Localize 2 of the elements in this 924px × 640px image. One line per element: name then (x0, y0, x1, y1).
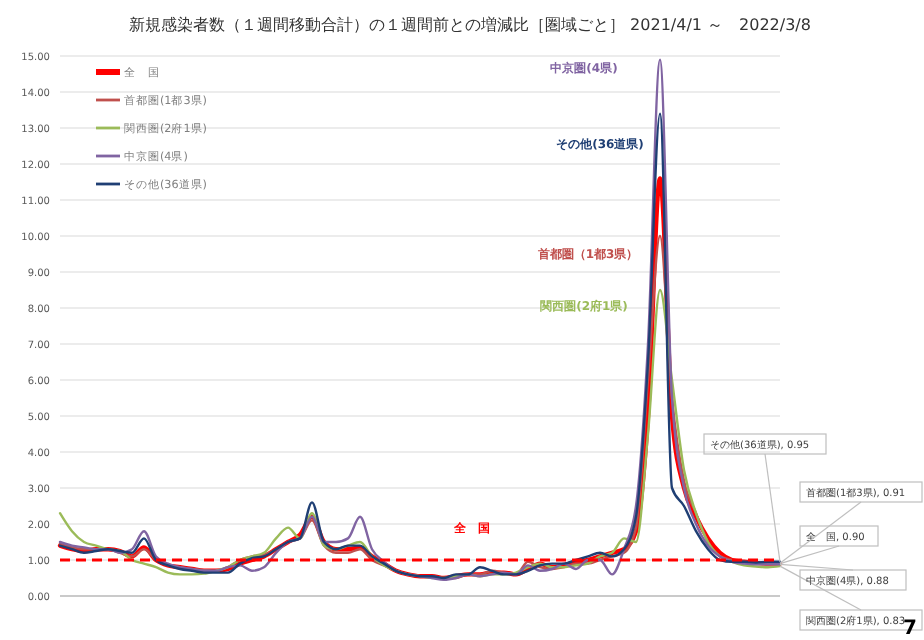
chart-title: 新規感染者数（１週間移動合計）の１週間前との増減比［圏域ごと］ 2021/4/1 ～ 2022/3/8 (129, 16, 811, 34)
text: 7 (903, 618, 918, 640)
